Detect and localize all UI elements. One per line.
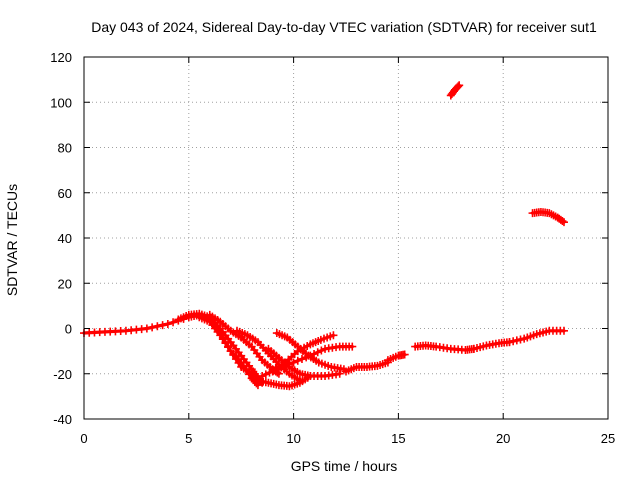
data-point-marker — [348, 342, 357, 351]
series-arc-j — [268, 331, 338, 376]
y-tick-label: 0 — [65, 322, 72, 337]
y-tick-label: -40 — [53, 412, 72, 427]
axis-ticks: 0 5 10 15 20 25 -40 -20 0 20 40 60 80 100 120 — [50, 50, 615, 446]
data-point-marker — [169, 318, 178, 327]
data-point-marker — [153, 322, 162, 331]
data-point-marker — [558, 217, 567, 226]
data-point-marker — [142, 324, 151, 333]
series-arc-l — [383, 350, 409, 365]
data-point-marker — [559, 218, 568, 227]
data-point-marker — [306, 351, 315, 360]
data-point-marker — [516, 335, 525, 344]
series-arc-k — [342, 358, 392, 376]
y-tick-label: 20 — [58, 276, 72, 291]
y-tick-label: -20 — [53, 367, 72, 382]
y-tick-label: 80 — [58, 141, 72, 156]
x-tick-label: 5 — [185, 431, 192, 446]
grid-lines — [84, 57, 608, 419]
data-point-marker — [274, 369, 283, 378]
data-point-marker — [454, 82, 463, 91]
data-series — [80, 81, 568, 391]
data-point-marker — [505, 338, 514, 347]
series-arc-n — [469, 338, 514, 353]
x-tick-label: 10 — [286, 431, 300, 446]
series-arc-f — [253, 372, 315, 391]
data-point-marker — [285, 360, 294, 369]
data-point-marker — [302, 353, 311, 362]
x-tick-label: 15 — [391, 431, 405, 446]
y-tick-label: 100 — [50, 95, 72, 110]
data-point-marker — [148, 323, 157, 332]
series-arc-d — [205, 310, 283, 378]
x-tick-label: 25 — [601, 431, 615, 446]
data-point-marker — [313, 348, 322, 357]
data-point-marker — [329, 331, 338, 340]
data-point-marker — [297, 355, 306, 364]
y-tick-label: 120 — [50, 50, 72, 65]
y-tick-label: 40 — [58, 231, 72, 246]
y-tick-label: 60 — [58, 186, 72, 201]
data-point-marker — [258, 372, 267, 381]
data-point-marker — [335, 369, 344, 378]
data-point-marker — [293, 356, 302, 365]
data-point-marker — [261, 370, 270, 379]
data-point-marker — [158, 321, 167, 330]
data-point-marker — [512, 336, 521, 345]
data-point-marker — [317, 346, 326, 355]
series-arc-g — [264, 344, 344, 381]
series-arc-main — [80, 310, 256, 378]
data-point-marker — [310, 349, 319, 358]
y-axis-label: SDTVAR / TECUs — [4, 184, 20, 296]
x-axis-label: GPS time / hours — [291, 458, 398, 474]
x-tick-label: 0 — [80, 431, 87, 446]
data-point-marker — [455, 81, 464, 90]
plot-frame — [83, 56, 609, 420]
data-point-marker — [509, 337, 518, 346]
data-point-marker — [163, 319, 172, 328]
series-arc-o — [505, 326, 568, 347]
data-point-marker — [400, 350, 409, 359]
data-point-marker — [289, 358, 298, 367]
series-arc-q — [528, 207, 568, 227]
x-tick-label: 20 — [496, 431, 510, 446]
series-arc-m — [411, 341, 478, 354]
data-point-marker — [559, 326, 568, 335]
chart-title: Day 043 of 2024, Sidereal Day-to-day VTE… — [91, 19, 597, 35]
series-arc-p — [446, 81, 464, 100]
